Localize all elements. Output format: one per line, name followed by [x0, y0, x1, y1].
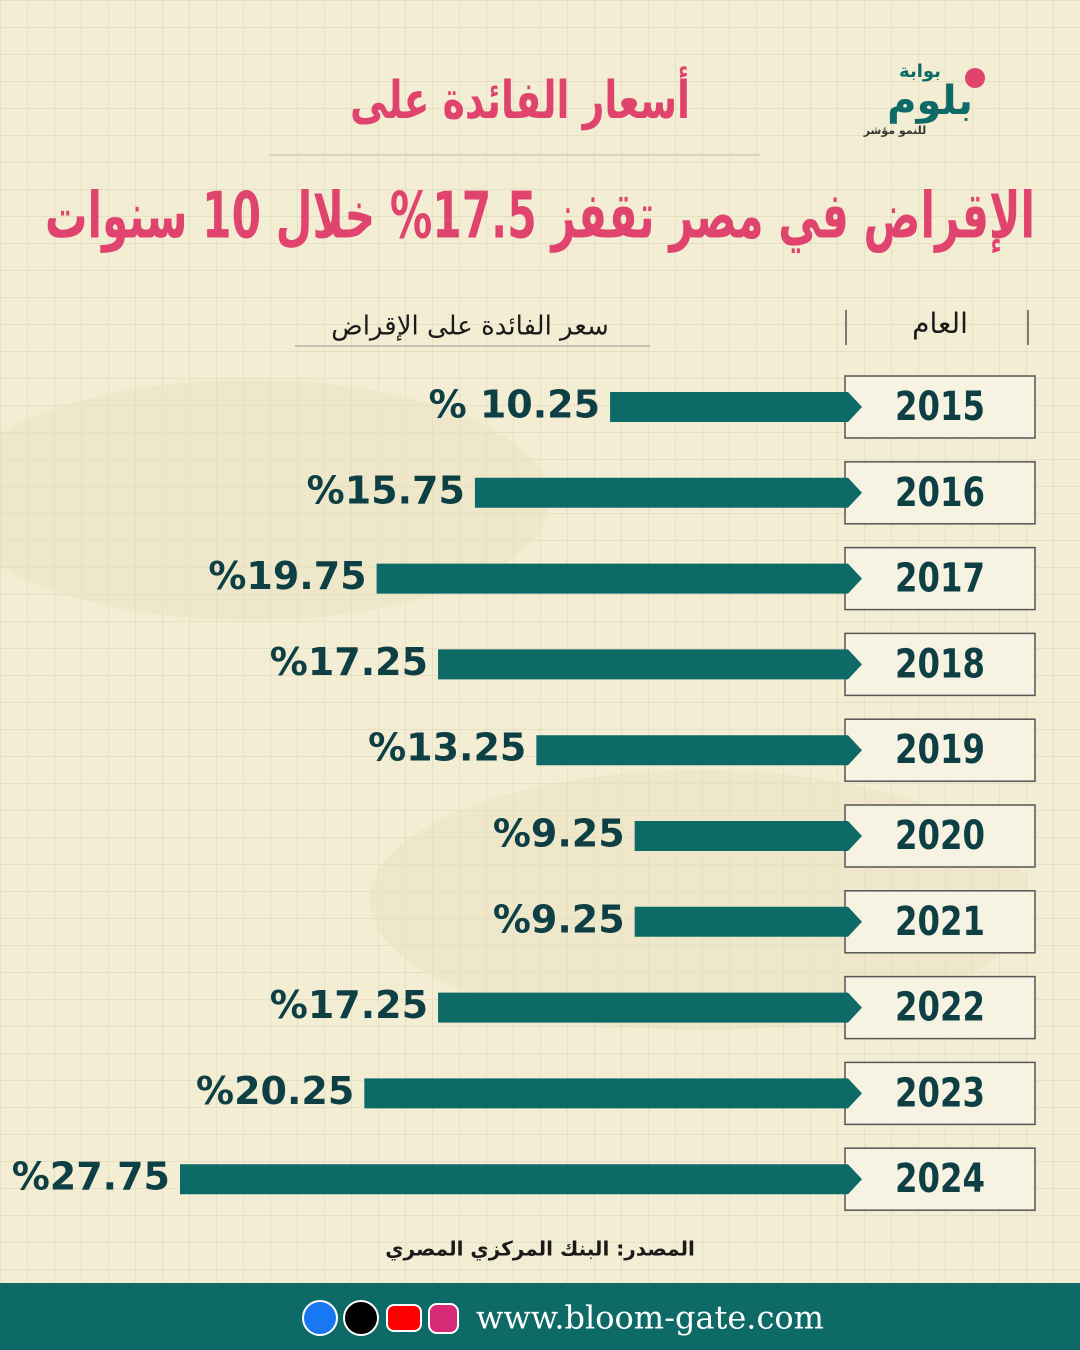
year-box — [844, 546, 1036, 611]
bar — [536, 735, 862, 766]
year-box — [844, 975, 1036, 1040]
category-label: 2016 — [895, 470, 985, 516]
year-box — [844, 1147, 1036, 1211]
value-label: %17.25 — [270, 640, 428, 684]
bar — [634, 821, 862, 851]
footer-bar — [0, 1283, 1080, 1350]
value-label: %15.75 — [307, 468, 465, 512]
bar-rows: 2015 % 10.25 2016 %15.75 2017 %19.75 2018 %17.2… — [12, 375, 1036, 1211]
website[interactable]: www.bloom-gate.com — [476, 1299, 824, 1337]
year-box — [844, 890, 1036, 954]
bar — [438, 649, 862, 680]
bar — [376, 563, 862, 594]
chart-title: أسعار الفائدة على — [350, 66, 690, 131]
year-box — [844, 718, 1036, 782]
category-label: 2015 — [895, 384, 985, 430]
background-note — [0, 380, 550, 620]
bar — [438, 992, 862, 1023]
category-label: 2021 — [895, 899, 985, 945]
year-box — [844, 1061, 1036, 1126]
category-label: 2017 — [895, 556, 985, 602]
facebook-icon[interactable] — [302, 1300, 338, 1336]
logo-mic — [965, 68, 985, 88]
x-icon[interactable] — [343, 1300, 379, 1336]
category-label: 2023 — [895, 1070, 985, 1116]
logo-sub: للنمو مؤشر — [863, 124, 927, 137]
year-box — [844, 632, 1036, 697]
category-label: 2024 — [895, 1156, 985, 1202]
value-label: %9.25 — [493, 897, 625, 941]
value-header: سعر الفائدة على الإقراض — [331, 312, 608, 342]
logo-top: بوابة — [899, 61, 941, 82]
source: المصدر: البنك المركزي المصري — [385, 1237, 695, 1262]
bar — [474, 477, 862, 508]
bar — [610, 392, 862, 422]
value-label: %17.25 — [270, 983, 428, 1027]
youtube-icon[interactable] — [386, 1304, 422, 1332]
category-header: العام — [912, 307, 968, 340]
instagram-icon[interactable] — [428, 1303, 459, 1334]
value-label: %19.75 — [208, 554, 366, 598]
chart-subtitle: الإقراض في مصر تقفز 17.5% خلال 10 سنوات — [45, 180, 1035, 254]
value-label: %9.25 — [493, 812, 625, 856]
category-label: 2019 — [895, 727, 985, 773]
category-label: 2022 — [895, 985, 985, 1031]
bar — [364, 1078, 862, 1109]
value-label: %27.75 — [12, 1155, 170, 1199]
value-label: %13.25 — [368, 726, 526, 770]
value-label: % 10.25 — [429, 383, 601, 427]
bar — [180, 1164, 862, 1195]
value-label: %20.25 — [196, 1069, 354, 1113]
year-box — [844, 804, 1036, 868]
category-label: 2020 — [895, 813, 985, 859]
bar — [634, 906, 862, 937]
category-label: 2018 — [895, 641, 985, 687]
logo-main: بلوم — [887, 78, 973, 124]
